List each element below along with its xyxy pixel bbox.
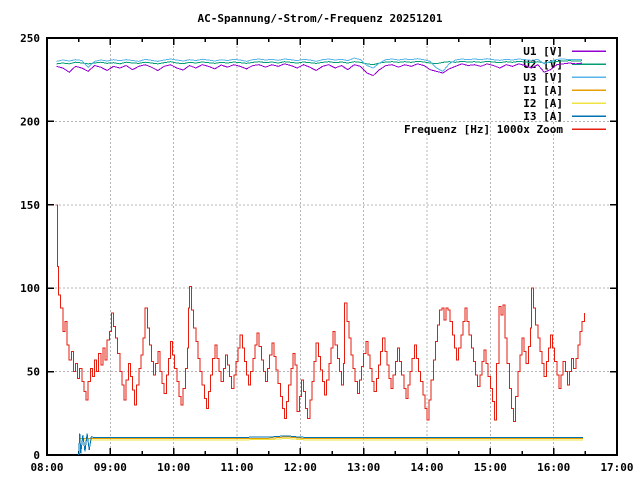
series-line-u1 — [56, 62, 583, 77]
y-tick-label: 50 — [27, 366, 40, 379]
x-tick-label: 15:00 — [474, 461, 507, 474]
y-tick-label: 200 — [20, 115, 40, 128]
x-tick-label: 13:00 — [347, 461, 380, 474]
y-tick-label: 0 — [33, 449, 40, 462]
x-tick-label: 08:00 — [30, 461, 63, 474]
x-tick-label: 17:00 — [600, 461, 633, 474]
legend-label: I1 [A] — [523, 84, 563, 97]
x-tick-label: 16:00 — [537, 461, 570, 474]
series-line-u3 — [56, 57, 583, 72]
x-tick-label: 09:00 — [94, 461, 127, 474]
legend-label: U1 [V] — [523, 45, 563, 58]
y-tick-label: 150 — [20, 199, 40, 212]
series-line-frequenz — [56, 204, 585, 423]
legend-label: Frequenz [Hz] 1000x Zoom — [404, 123, 563, 136]
y-tick-label: 250 — [20, 32, 40, 45]
x-tick-label: 14:00 — [410, 461, 443, 474]
x-tick-label: 11:00 — [220, 461, 253, 474]
series-line-u2 — [56, 60, 583, 66]
series-line-i1 — [79, 436, 584, 440]
legend-label: I3 [A] — [523, 110, 563, 123]
chart-title: AC-Spannung/-Strom/-Frequenz 20251201 — [197, 12, 443, 25]
legend-label: I2 [A] — [523, 97, 563, 110]
series-line-i3 — [78, 433, 584, 456]
legend-label: U3 [V] — [523, 71, 563, 84]
x-tick-label: 10:00 — [157, 461, 190, 474]
series-line-i2 — [79, 437, 584, 441]
y-tick-label: 100 — [20, 282, 40, 295]
x-tick-label: 12:00 — [284, 461, 317, 474]
